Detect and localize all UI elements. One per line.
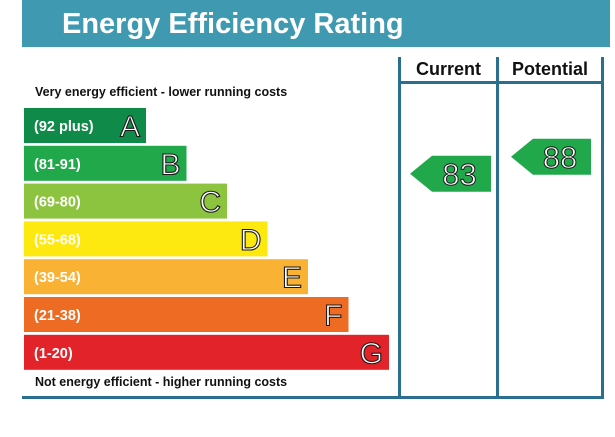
- band-range-a: (92 plus): [34, 119, 94, 135]
- band-bar-g: [24, 334, 389, 370]
- top-note: Very energy efficient - lower running co…: [35, 85, 288, 99]
- band-range-g: (1-20): [34, 346, 73, 362]
- band-letter-a: A: [120, 111, 140, 144]
- band-range-b: (81-91): [34, 157, 81, 173]
- band-letter-b: B: [160, 148, 180, 181]
- current-rating-arrow: [410, 155, 491, 192]
- frame-right-border: [601, 57, 604, 397]
- frame-divider: [496, 57, 499, 397]
- potential-rating-value: 88: [543, 140, 577, 175]
- chart-title: Energy Efficiency Rating: [62, 8, 404, 40]
- band-range-e: (39-54): [34, 270, 81, 286]
- potential-column-header: Potential: [511, 59, 588, 79]
- band-bar-b: [24, 145, 187, 181]
- bottom-note: Not energy efficient - higher running co…: [35, 375, 288, 389]
- frame-left-border: [398, 57, 401, 397]
- frame-bottom-border: [22, 396, 604, 399]
- band-letter-g: G: [360, 337, 383, 370]
- band-bar-d: [24, 221, 268, 257]
- band-letter-c: C: [199, 186, 221, 219]
- band-bar-f: [24, 297, 349, 332]
- current-rating-value: 83: [442, 157, 476, 192]
- current-column-header: Current: [415, 59, 481, 79]
- band-letter-e: E: [282, 262, 302, 295]
- header-separator: [398, 81, 604, 84]
- band-bar-a: [24, 108, 146, 143]
- band-letter-d: D: [240, 224, 262, 257]
- title-bar: Energy Efficiency Rating: [22, 0, 610, 47]
- potential-rating-arrow: [511, 138, 591, 175]
- band-range-f: (21-38): [34, 308, 81, 324]
- band-bar-e: [24, 259, 308, 295]
- band-range-c: (69-80): [34, 195, 81, 211]
- band-bar-c: [24, 183, 227, 219]
- band-range-d: (55-68): [34, 232, 81, 248]
- band-letter-f: F: [324, 300, 342, 333]
